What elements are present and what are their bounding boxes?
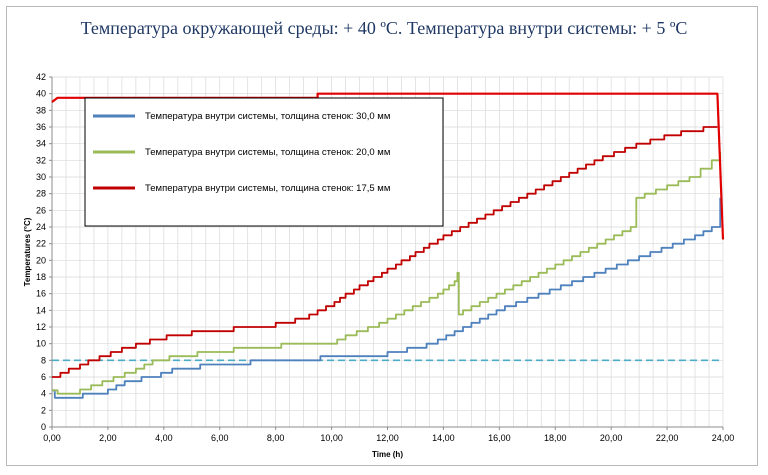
x-tick-label: 18,00 <box>544 433 567 443</box>
series-line-1 <box>52 197 722 399</box>
x-tick-label: 16,00 <box>488 433 511 443</box>
series-lines <box>51 92 725 399</box>
chart-frame <box>6 6 758 466</box>
y-tick-label: 30 <box>36 172 46 182</box>
y-tick-label: 16 <box>36 289 46 299</box>
legend-box <box>84 97 444 227</box>
legend-label: Температура внутри системы, толщина стен… <box>145 111 390 122</box>
y-tick-label: 22 <box>36 239 46 249</box>
x-tick-label: 2,00 <box>99 433 117 443</box>
x-tick-labels: 0,00 2,00 4,00 6,00 8,00 10,00 12,00 14,00 16,00… <box>43 427 734 443</box>
y-tick-label: 28 <box>36 189 46 199</box>
series-line-2 <box>52 152 722 395</box>
y-tick-label: 8 <box>41 355 46 365</box>
y-tick-label: 38 <box>36 105 46 115</box>
x-tick-label: 6,00 <box>211 433 229 443</box>
y-tick-label: 32 <box>36 155 46 165</box>
legend: Температура внутри системы, толщина стен… <box>84 97 444 227</box>
x-tick-label: 10,00 <box>320 433 343 443</box>
x-axis-title: Time (h) <box>372 450 403 459</box>
y-tick-label: 36 <box>36 122 46 132</box>
y-tick-label: 34 <box>36 139 46 149</box>
x-tick-label: 8,00 <box>267 433 285 443</box>
y-tick-label: 26 <box>36 205 46 215</box>
y-tick-label: 18 <box>36 272 46 282</box>
x-tick-label: 24,00 <box>712 433 735 443</box>
y-tick-label: 40 <box>36 89 46 99</box>
y-tick-label: 12 <box>36 322 46 332</box>
y-tick-label: 42 <box>36 72 46 82</box>
ambient-line <box>51 92 725 240</box>
y-tick-label: 2 <box>41 405 46 415</box>
x-tick-label: 14,00 <box>432 433 455 443</box>
chart-title: Температура окружающей среды: + 40 ºС. Т… <box>80 18 688 38</box>
y-tick-label: 10 <box>36 339 46 349</box>
legend-label: Температура внутри системы, толщина стен… <box>145 147 390 158</box>
y-tick-label: 14 <box>36 305 46 315</box>
series-line-3 <box>52 126 718 378</box>
x-tick-label: 22,00 <box>656 433 679 443</box>
x-tick-label: 20,00 <box>600 433 623 443</box>
x-tick-label: 0,00 <box>43 433 61 443</box>
y-tick-label: 24 <box>36 222 46 232</box>
y-tick-label: 20 <box>36 255 46 265</box>
y-tick-label: 0 <box>41 422 46 432</box>
x-tick-label: 4,00 <box>155 433 173 443</box>
y-axis-title: Temperatures (°C) <box>23 217 32 286</box>
y-tick-label: 4 <box>41 389 46 399</box>
legend-label: Температура внутри системы, толщина стен… <box>145 183 390 194</box>
y-tick-label: 6 <box>41 372 46 382</box>
x-tick-label: 12,00 <box>376 433 399 443</box>
